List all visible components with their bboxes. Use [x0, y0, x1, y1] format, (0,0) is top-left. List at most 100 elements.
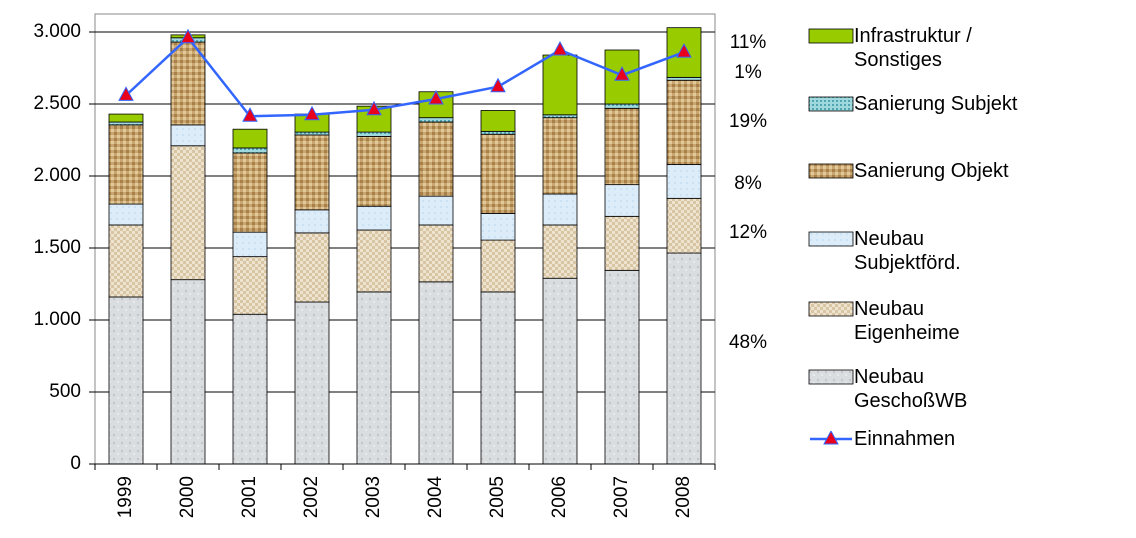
bar-segment [108, 203, 144, 226]
bar-segment [480, 133, 516, 214]
bar-segment [542, 114, 578, 119]
bar-segment [480, 110, 516, 132]
bar-segment [542, 224, 578, 279]
legend-swatch [808, 369, 854, 385]
bar-segment [356, 131, 392, 137]
x-tick-label: 2006 [549, 476, 570, 518]
x-tick-label: 2002 [301, 476, 322, 518]
x-tick-label: 1999 [115, 476, 136, 518]
bar-segment [480, 130, 516, 135]
bar-segment [666, 76, 702, 81]
legend-swatch [808, 301, 854, 317]
legend-label: Sanierung Objekt [854, 160, 1009, 182]
legend-patch [808, 28, 854, 44]
annotation: 11% [730, 32, 767, 53]
bar-segment [604, 107, 640, 186]
line-marker [242, 107, 258, 122]
annotation: 1% [734, 62, 762, 83]
bar-segment [480, 239, 516, 293]
bar-segment [294, 232, 330, 303]
bar-segment [356, 135, 392, 207]
bar-segment [170, 145, 206, 281]
bar-segment [418, 281, 454, 465]
bar-segment [232, 152, 268, 233]
x-tick-label: 2000 [177, 476, 198, 518]
bar-segment [604, 215, 640, 271]
y-tick-label: 1.500 [33, 237, 81, 258]
legend-item: Neubau Eigenheime [808, 297, 1034, 345]
x-tick-label: 2008 [673, 476, 694, 518]
line-marker [428, 89, 444, 105]
bar-segment [294, 209, 330, 234]
bar-segment [170, 279, 206, 465]
legend-patch [808, 96, 854, 112]
legend-label: Infrastruktur / Sonstiges [854, 25, 972, 71]
bar-segment [294, 301, 330, 465]
bar-segment [232, 147, 268, 154]
bar-segment [232, 313, 268, 465]
bar-segment [666, 197, 702, 254]
bar-segment [232, 256, 268, 315]
legend-label: Neubau Eigenheime [854, 298, 960, 344]
x-tick-label: 2007 [611, 476, 632, 518]
bar-segment [542, 117, 578, 195]
bar-segment [108, 124, 144, 205]
bar-segment [666, 79, 702, 165]
bar-segment [542, 54, 578, 116]
annotation: 12% [729, 222, 767, 243]
y-tick-label: 2.500 [33, 93, 81, 114]
legend-marker [823, 431, 839, 445]
legend-swatch [808, 163, 854, 179]
x-tick-label: 2004 [425, 476, 446, 519]
bar-segment [604, 269, 640, 465]
line [125, 35, 685, 118]
annotation: 19% [729, 111, 767, 132]
y-tick-label: 3.000 [33, 21, 81, 42]
y-tick-label: 2.000 [33, 165, 81, 186]
legend-label: Einnahmen [854, 428, 956, 450]
legend-item: Infrastruktur / Sonstiges [808, 24, 1034, 72]
legend-patch [808, 231, 854, 247]
legend-patch [808, 369, 854, 385]
legend-item: Neubau GeschoßWB [808, 365, 1034, 413]
bar-segment [232, 128, 268, 149]
line-marker [614, 66, 630, 81]
bar-segment [604, 103, 640, 109]
bar-segment [418, 121, 454, 197]
legend-patch [808, 163, 854, 179]
bar-segment [604, 184, 640, 217]
legend-swatch [810, 431, 852, 445]
bar-segment [418, 195, 454, 226]
bar-segment [666, 252, 702, 465]
bar-segment [170, 124, 206, 147]
y-tick-label: 500 [49, 381, 81, 402]
bar-segment [108, 113, 144, 123]
bar-segment [480, 291, 516, 465]
y-tick-label: 0 [70, 453, 81, 474]
bar-segment [480, 213, 516, 241]
bar-segment [666, 164, 702, 199]
bar-segment [108, 224, 144, 298]
bar-segment [542, 193, 578, 226]
bar-segment [356, 291, 392, 465]
legend-item: Sanierung Objekt [808, 159, 1034, 183]
bar-segment [170, 41, 206, 126]
legend-swatch [808, 231, 854, 247]
legend-item: Sanierung Subjekt [808, 92, 1034, 116]
legend-item: Einnahmen [808, 427, 1034, 451]
legend-patch [808, 301, 854, 317]
legend-label: Neubau Subjektförd. [854, 228, 961, 274]
line-marker [180, 28, 196, 44]
line-marker [490, 77, 506, 93]
legend-item: Neubau Subjektförd. [808, 227, 1034, 275]
line-marker [676, 43, 692, 58]
legend-label: Neubau GeschoßWB [854, 366, 968, 412]
x-tick-label: 2001 [239, 476, 260, 518]
annotation: 48% [729, 332, 767, 353]
bar-segment [356, 229, 392, 293]
bar-segment [418, 224, 454, 283]
x-tick-label: 2005 [487, 476, 508, 518]
legend-label: Sanierung Subjekt [854, 93, 1018, 115]
